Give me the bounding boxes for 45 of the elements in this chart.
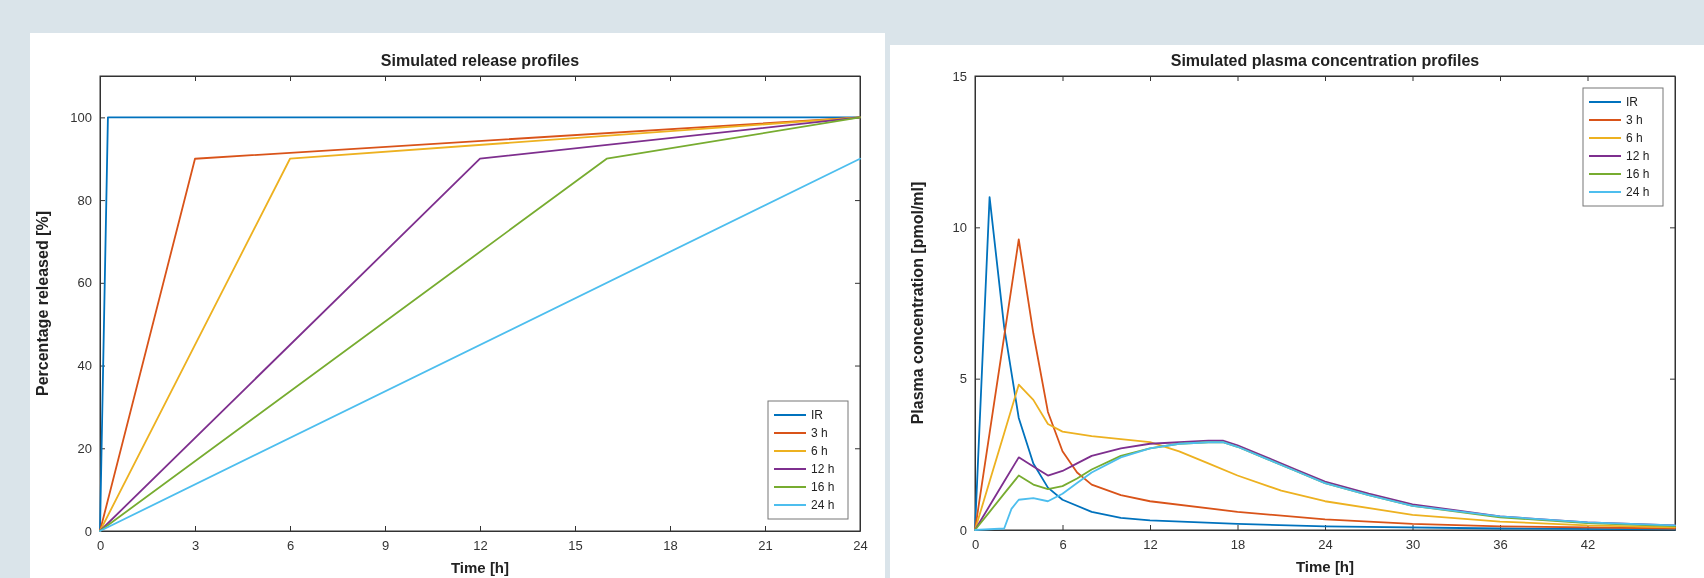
- x-tick-label: 15: [568, 538, 583, 554]
- y-tick-label: 40: [77, 358, 92, 374]
- legend-label: 3 h: [811, 426, 828, 440]
- y-tick-label: 80: [77, 192, 92, 208]
- x-tick-label: 36: [1493, 537, 1508, 553]
- legend-label: 6 h: [1626, 131, 1643, 145]
- y-tick-label: 15: [952, 68, 967, 84]
- x-tick-label: 12: [473, 538, 488, 554]
- y-tick-label: 100: [70, 110, 92, 126]
- x-axis-title: Time [h]: [450, 559, 510, 576]
- y-tick-label: 20: [77, 440, 92, 456]
- x-axis-title: Time [h]: [1295, 558, 1355, 575]
- x-tick-label: 3: [191, 538, 200, 554]
- legend-label: 12 h: [1626, 149, 1650, 163]
- x-tick-label: 6: [1059, 537, 1067, 553]
- x-tick-label: 18: [1230, 537, 1246, 553]
- legend-label: 12 h: [811, 462, 835, 476]
- legend-label: 3 h: [1626, 113, 1643, 127]
- x-tick-label: 0: [971, 537, 980, 553]
- y-tick-label: 60: [77, 275, 92, 291]
- x-tick-label: 0: [96, 538, 105, 554]
- legend-label: 16 h: [811, 480, 835, 494]
- x-tick-label: 9: [381, 538, 390, 554]
- x-tick-label: 24: [853, 538, 868, 554]
- y-axis-title: Percentage released [%]: [34, 211, 51, 396]
- x-tick-label: 42: [1580, 537, 1596, 553]
- chart-title: Simulated plasma concentration profiles: [1170, 52, 1480, 69]
- legend-label: 16 h: [1626, 167, 1650, 181]
- x-tick-label: 21: [758, 538, 773, 554]
- x-tick-label: 24: [1318, 537, 1333, 553]
- y-tick-label: 10: [952, 219, 967, 235]
- y-tick-label: 0: [959, 522, 967, 538]
- x-tick-label: 6: [286, 538, 295, 554]
- y-axis-title: Plasma concentration [pmol/ml]: [909, 181, 926, 425]
- legend-label: 24 h: [811, 498, 835, 512]
- legend-label: IR: [1626, 95, 1639, 109]
- legend-label: 6 h: [811, 444, 828, 458]
- x-tick-label: 18: [663, 538, 678, 554]
- x-tick-label: 30: [1405, 537, 1421, 553]
- legend-label: 24 h: [1626, 185, 1650, 199]
- legend-label: IR: [811, 408, 824, 422]
- x-tick-label: 12: [1143, 537, 1158, 553]
- chart-title: Simulated release profiles: [380, 52, 580, 69]
- y-tick-label: 5: [959, 371, 967, 387]
- y-tick-label: 0: [84, 523, 92, 539]
